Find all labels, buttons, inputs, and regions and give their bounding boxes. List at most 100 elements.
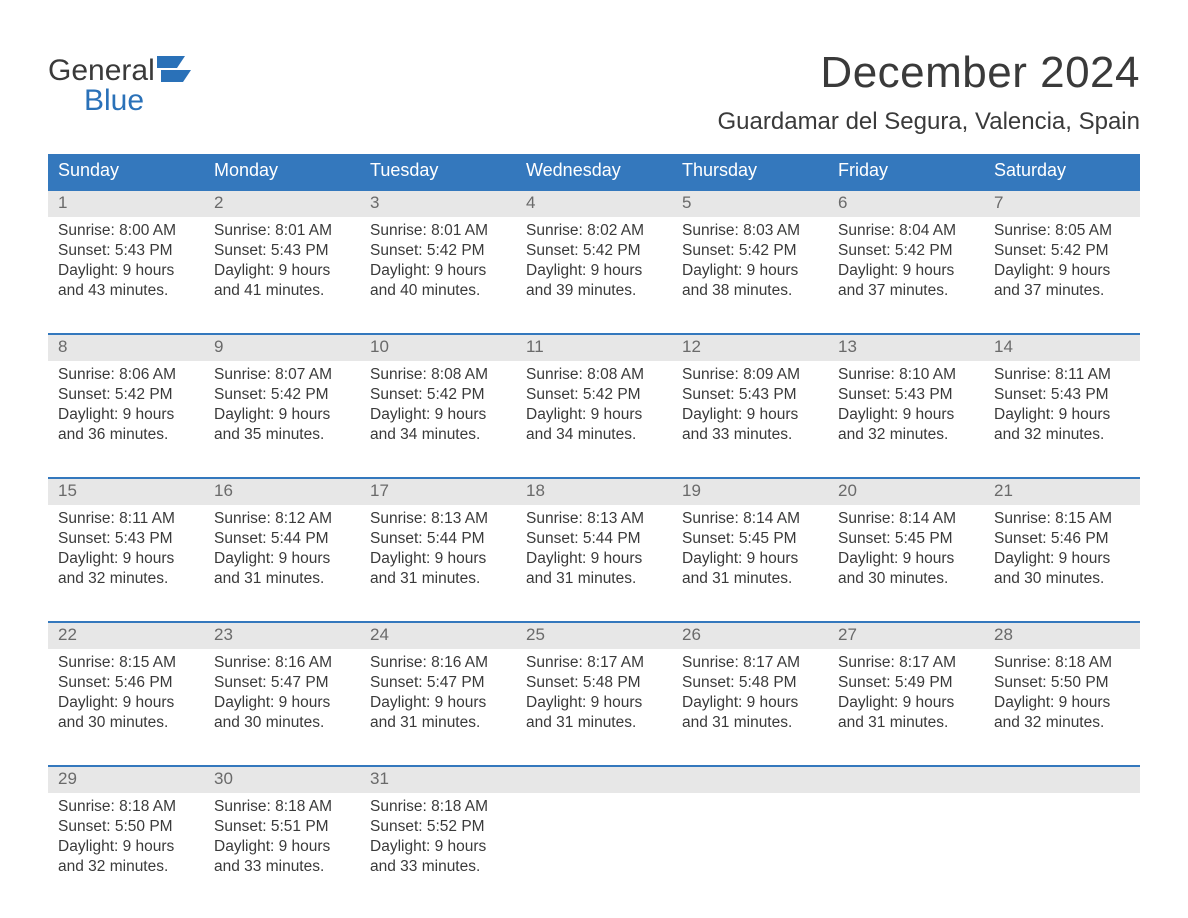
sunrise: Sunrise: 8:06 AM bbox=[58, 365, 194, 385]
logo: General Blue bbox=[48, 48, 203, 116]
day-cell: Sunrise: 8:13 AMSunset: 5:44 PMDaylight:… bbox=[360, 505, 516, 603]
flag-icon bbox=[157, 56, 203, 91]
day-cell: Sunrise: 8:16 AMSunset: 5:47 PMDaylight:… bbox=[204, 649, 360, 747]
daylight-line2: and 41 minutes. bbox=[214, 281, 350, 301]
daylight-line1: Daylight: 9 hours bbox=[58, 549, 194, 569]
daylight-line2: and 31 minutes. bbox=[526, 569, 662, 589]
day-number: 19 bbox=[672, 479, 828, 505]
sunrise: Sunrise: 8:01 AM bbox=[214, 221, 350, 241]
daylight-line1: Daylight: 9 hours bbox=[994, 693, 1130, 713]
day-cell: Sunrise: 8:08 AMSunset: 5:42 PMDaylight:… bbox=[360, 361, 516, 459]
day-number bbox=[984, 767, 1140, 793]
daylight-line1: Daylight: 9 hours bbox=[838, 261, 974, 281]
day-cell: Sunrise: 8:08 AMSunset: 5:42 PMDaylight:… bbox=[516, 361, 672, 459]
daylight-line2: and 31 minutes. bbox=[838, 713, 974, 733]
daylight-line2: and 30 minutes. bbox=[838, 569, 974, 589]
daylight-line2: and 31 minutes. bbox=[214, 569, 350, 589]
day-number: 12 bbox=[672, 335, 828, 361]
daylight-line1: Daylight: 9 hours bbox=[994, 405, 1130, 425]
sunset: Sunset: 5:49 PM bbox=[838, 673, 974, 693]
day-number: 15 bbox=[48, 479, 204, 505]
sunrise: Sunrise: 8:00 AM bbox=[58, 221, 194, 241]
daylight-line1: Daylight: 9 hours bbox=[58, 261, 194, 281]
day-cell: Sunrise: 8:17 AMSunset: 5:48 PMDaylight:… bbox=[516, 649, 672, 747]
day-number: 13 bbox=[828, 335, 984, 361]
sunrise: Sunrise: 8:13 AM bbox=[370, 509, 506, 529]
sunset: Sunset: 5:48 PM bbox=[682, 673, 818, 693]
day-number: 10 bbox=[360, 335, 516, 361]
sunrise: Sunrise: 8:18 AM bbox=[370, 797, 506, 817]
day-cell: Sunrise: 8:17 AMSunset: 5:48 PMDaylight:… bbox=[672, 649, 828, 747]
day-cell bbox=[984, 793, 1140, 891]
sunrise: Sunrise: 8:07 AM bbox=[214, 365, 350, 385]
day-number: 17 bbox=[360, 479, 516, 505]
title-block: December 2024 Guardamar del Segura, Vale… bbox=[718, 48, 1140, 136]
day-number: 23 bbox=[204, 623, 360, 649]
day-number: 21 bbox=[984, 479, 1140, 505]
day-number: 8 bbox=[48, 335, 204, 361]
day-number: 7 bbox=[984, 191, 1140, 217]
day-cell: Sunrise: 8:18 AMSunset: 5:52 PMDaylight:… bbox=[360, 793, 516, 891]
sunset: Sunset: 5:42 PM bbox=[994, 241, 1130, 261]
dow-cell: Monday bbox=[204, 154, 360, 189]
sunrise: Sunrise: 8:11 AM bbox=[994, 365, 1130, 385]
daynum-row: 22232425262728 bbox=[48, 623, 1140, 649]
sunrise: Sunrise: 8:08 AM bbox=[370, 365, 506, 385]
daylight-line2: and 37 minutes. bbox=[994, 281, 1130, 301]
daylight-line2: and 30 minutes. bbox=[58, 713, 194, 733]
daylight-line1: Daylight: 9 hours bbox=[526, 261, 662, 281]
day-cell: Sunrise: 8:14 AMSunset: 5:45 PMDaylight:… bbox=[672, 505, 828, 603]
day-number: 6 bbox=[828, 191, 984, 217]
daylight-line1: Daylight: 9 hours bbox=[214, 837, 350, 857]
daylight-line1: Daylight: 9 hours bbox=[994, 549, 1130, 569]
daynum-row: 293031 bbox=[48, 767, 1140, 793]
daylight-line1: Daylight: 9 hours bbox=[370, 549, 506, 569]
daylight-line2: and 33 minutes. bbox=[214, 857, 350, 877]
logo-line1: General bbox=[48, 56, 155, 86]
daylight-line2: and 39 minutes. bbox=[526, 281, 662, 301]
sunrise: Sunrise: 8:13 AM bbox=[526, 509, 662, 529]
daylight-line2: and 32 minutes. bbox=[994, 713, 1130, 733]
dow-cell: Friday bbox=[828, 154, 984, 189]
day-cell: Sunrise: 8:18 AMSunset: 5:51 PMDaylight:… bbox=[204, 793, 360, 891]
sunset: Sunset: 5:44 PM bbox=[526, 529, 662, 549]
day-cell: Sunrise: 8:02 AMSunset: 5:42 PMDaylight:… bbox=[516, 217, 672, 315]
day-cell bbox=[828, 793, 984, 891]
daynum-row: 15161718192021 bbox=[48, 479, 1140, 505]
sunrise: Sunrise: 8:15 AM bbox=[58, 653, 194, 673]
daylight-line2: and 33 minutes. bbox=[682, 425, 818, 445]
sunset: Sunset: 5:46 PM bbox=[994, 529, 1130, 549]
daylight-line1: Daylight: 9 hours bbox=[370, 261, 506, 281]
day-cell: Sunrise: 8:03 AMSunset: 5:42 PMDaylight:… bbox=[672, 217, 828, 315]
daylight-line1: Daylight: 9 hours bbox=[526, 405, 662, 425]
daylight-line1: Daylight: 9 hours bbox=[370, 693, 506, 713]
sunrise: Sunrise: 8:18 AM bbox=[994, 653, 1130, 673]
day-number: 3 bbox=[360, 191, 516, 217]
sunset: Sunset: 5:43 PM bbox=[994, 385, 1130, 405]
daylight-line1: Daylight: 9 hours bbox=[214, 549, 350, 569]
day-number: 1 bbox=[48, 191, 204, 217]
day-number: 16 bbox=[204, 479, 360, 505]
sunrise: Sunrise: 8:14 AM bbox=[682, 509, 818, 529]
daylight-line1: Daylight: 9 hours bbox=[682, 261, 818, 281]
daylight-line1: Daylight: 9 hours bbox=[214, 405, 350, 425]
day-number: 14 bbox=[984, 335, 1140, 361]
day-number: 24 bbox=[360, 623, 516, 649]
sunrise: Sunrise: 8:08 AM bbox=[526, 365, 662, 385]
daylight-line1: Daylight: 9 hours bbox=[58, 693, 194, 713]
week-row: 891011121314Sunrise: 8:06 AMSunset: 5:42… bbox=[48, 333, 1140, 459]
day-cell: Sunrise: 8:17 AMSunset: 5:49 PMDaylight:… bbox=[828, 649, 984, 747]
sunset: Sunset: 5:42 PM bbox=[214, 385, 350, 405]
day-number bbox=[516, 767, 672, 793]
day-cell: Sunrise: 8:11 AMSunset: 5:43 PMDaylight:… bbox=[48, 505, 204, 603]
sunset: Sunset: 5:50 PM bbox=[58, 817, 194, 837]
sunset: Sunset: 5:43 PM bbox=[838, 385, 974, 405]
sunrise: Sunrise: 8:16 AM bbox=[214, 653, 350, 673]
daylight-line2: and 31 minutes. bbox=[682, 569, 818, 589]
sunrise: Sunrise: 8:18 AM bbox=[214, 797, 350, 817]
day-cell: Sunrise: 8:15 AMSunset: 5:46 PMDaylight:… bbox=[48, 649, 204, 747]
day-cell: Sunrise: 8:16 AMSunset: 5:47 PMDaylight:… bbox=[360, 649, 516, 747]
daylight-line2: and 38 minutes. bbox=[682, 281, 818, 301]
daylight-line2: and 34 minutes. bbox=[526, 425, 662, 445]
day-number: 25 bbox=[516, 623, 672, 649]
